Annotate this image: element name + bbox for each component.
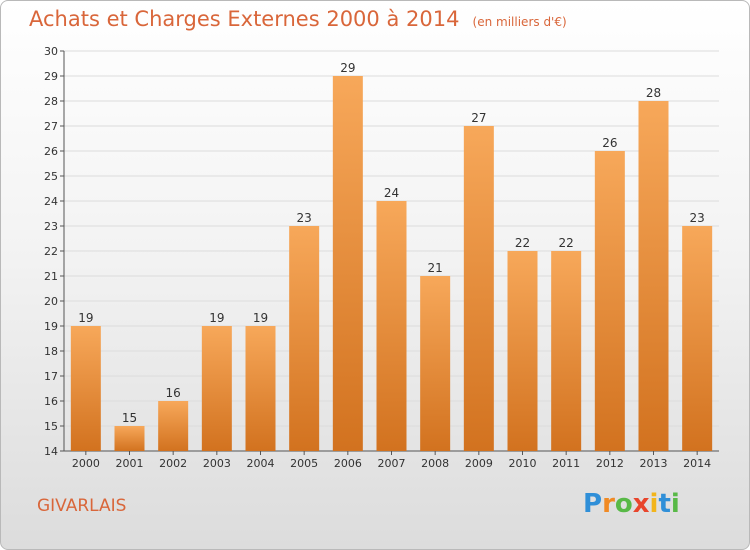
y-tick-label: 26 [44, 145, 58, 158]
bar [463, 126, 494, 451]
x-tick-label: 2007 [378, 457, 406, 470]
bar-value-label: 23 [690, 211, 705, 225]
bar [114, 426, 145, 451]
bar-value-label: 22 [559, 236, 574, 250]
commune-name: GIVARLAIS [37, 496, 127, 516]
x-tick-label: 2008 [421, 457, 449, 470]
bar-value-label: 15 [122, 411, 137, 425]
x-tick-label: 2000 [72, 457, 100, 470]
bar-value-label: 28 [646, 86, 661, 100]
x-tick-label: 2001 [116, 457, 144, 470]
logo-letter: i [670, 489, 680, 519]
logo-letter: r [602, 489, 615, 519]
logo-letter: t [658, 489, 671, 519]
x-tick-label: 2012 [596, 457, 624, 470]
y-tick-label: 28 [44, 95, 58, 108]
x-tick-label: 2002 [159, 457, 187, 470]
x-tick-label: 2009 [465, 457, 493, 470]
bar [158, 401, 189, 451]
bar-value-label: 23 [297, 211, 312, 225]
bar-value-label: 16 [166, 386, 181, 400]
bar-value-label: 19 [253, 311, 268, 325]
chart-title-block: Achats et Charges Externes 2000 à 2014 (… [29, 7, 567, 31]
bar-value-label: 26 [602, 136, 617, 150]
logo-letter: o [614, 489, 633, 519]
logo-letter: x [632, 489, 650, 519]
y-tick-labels: 14 15 16 17 18 19 20 21 22 23 24 25 26 27 28 29 30 [44, 45, 58, 458]
bars [70, 76, 713, 451]
bar-value-label: 19 [78, 311, 93, 325]
bar [376, 201, 407, 451]
y-tick-label: 29 [44, 70, 58, 83]
logo-letter: P [583, 489, 603, 519]
y-tick-label: 21 [44, 270, 58, 283]
bar-value-label: 21 [428, 261, 443, 275]
bar-value-label: 29 [340, 61, 355, 75]
data-labels: 19 15 16 19 19 23 29 24 21 27 22 22 26 28 23 [78, 61, 705, 425]
y-tick-label: 23 [44, 220, 58, 233]
bar [332, 76, 363, 451]
bar [420, 276, 451, 451]
chart-unit: (en milliers d'€) [472, 15, 567, 29]
x-tick-label: 2006 [334, 457, 362, 470]
bar [245, 326, 276, 451]
x-tick-label: 2004 [247, 457, 275, 470]
y-tick-label: 22 [44, 245, 58, 258]
y-tick-label: 14 [44, 445, 58, 458]
y-tick-label: 24 [44, 195, 58, 208]
x-tick-label: 2005 [290, 457, 318, 470]
bar [201, 326, 232, 451]
bar [551, 251, 582, 451]
bar-value-label: 19 [209, 311, 224, 325]
bar [594, 151, 625, 451]
bar [289, 226, 320, 451]
x-tick-label: 2011 [552, 457, 580, 470]
bar-value-label: 27 [471, 111, 486, 125]
x-tick-label: 2013 [640, 457, 668, 470]
proxiti-logo: Proxiti [583, 489, 680, 519]
x-tick-label: 2010 [509, 457, 537, 470]
y-tick-label: 16 [44, 395, 58, 408]
x-tick-label: 2003 [203, 457, 231, 470]
y-tick-label: 27 [44, 120, 58, 133]
bar-value-label: 22 [515, 236, 530, 250]
chart-title: Achats et Charges Externes 2000 à 2014 [29, 7, 460, 31]
x-tick-labels: 2000 2001 2002 2003 2004 2005 2006 2007 2008 2009… [72, 451, 711, 470]
x-tick-label: 2014 [683, 457, 711, 470]
bar [638, 101, 669, 451]
y-tick-label: 18 [44, 345, 58, 358]
y-tick-label: 15 [44, 420, 58, 433]
y-tick-label: 20 [44, 295, 58, 308]
logo-letter: i [649, 489, 659, 519]
bar [682, 226, 713, 451]
y-tick-label: 30 [44, 45, 58, 58]
bar [70, 326, 101, 451]
y-tick-label: 19 [44, 320, 58, 333]
y-tick-label: 25 [44, 170, 58, 183]
bar [507, 251, 538, 451]
bar-value-label: 24 [384, 186, 399, 200]
y-tick-label: 17 [44, 370, 58, 383]
